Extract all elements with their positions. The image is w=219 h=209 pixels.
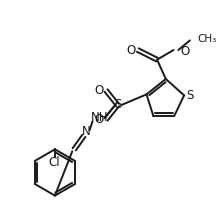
Text: O: O xyxy=(95,113,104,126)
Text: O: O xyxy=(126,43,136,57)
Text: N: N xyxy=(82,125,91,139)
Text: O: O xyxy=(180,45,189,57)
Text: O: O xyxy=(95,84,104,97)
Text: S: S xyxy=(114,98,121,111)
Text: Cl: Cl xyxy=(48,156,60,169)
Text: CH₃: CH₃ xyxy=(198,34,217,45)
Text: NH: NH xyxy=(90,111,108,124)
Text: S: S xyxy=(186,89,194,102)
